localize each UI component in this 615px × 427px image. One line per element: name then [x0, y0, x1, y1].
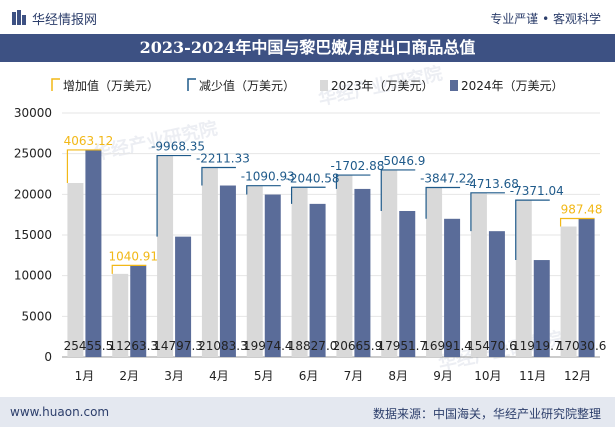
value-label-2024: 16991.4 — [422, 339, 472, 353]
decrease-value-label: -7371.04 — [510, 184, 564, 198]
x-tick-label: 2月 — [119, 369, 139, 383]
decrease-value-label: -2040.58 — [286, 171, 340, 185]
bar-2023 — [246, 185, 263, 357]
bar-2024 — [175, 236, 192, 357]
decrease-marker — [246, 185, 281, 195]
bar-2024 — [399, 210, 416, 357]
decrease-marker — [380, 169, 416, 211]
y-tick-label: 5000 — [21, 309, 52, 323]
decrease-marker — [201, 166, 236, 186]
x-tick-label: 5月 — [254, 369, 274, 383]
decrease-value-label: -1702.88 — [330, 159, 384, 173]
decrease-marker — [470, 192, 505, 232]
bar-2024 — [488, 231, 505, 357]
brand-logo-icon — [12, 10, 26, 25]
footer-source: 数据来源：中国海关，华经产业研究院整理 — [372, 407, 601, 421]
bar-2023 — [336, 175, 353, 357]
y-tick-label: 20000 — [14, 187, 52, 201]
chart-title: 2023-2024年中国与黎巴嫩月度出口商品总值 — [139, 38, 476, 57]
decrease-value-label: -2211.33 — [196, 152, 250, 166]
bar-2024 — [533, 260, 550, 357]
legend-label-4: 2024年（万美元） — [461, 79, 564, 93]
bar-2023 — [515, 200, 532, 357]
bar-2024 — [219, 185, 236, 357]
brand-name: 华经情报网 — [32, 13, 98, 28]
title-bar — [0, 34, 615, 62]
x-tick-label: 6月 — [299, 369, 319, 383]
y-tick-label: 10000 — [14, 269, 52, 283]
increase-marker — [66, 149, 102, 184]
x-tick-label: 10月 — [474, 369, 501, 383]
value-label-2024: 17030.6 — [557, 339, 607, 353]
footer-bar — [0, 397, 615, 427]
top-bar: 华经情报网 专业严谨 • 客观科学 — [0, 0, 615, 34]
legend-label-2: 减少值（万美元） — [199, 78, 295, 93]
value-label-2024: 11263.3 — [108, 339, 158, 353]
bar-2024 — [578, 218, 595, 357]
decrease-marker — [515, 199, 550, 261]
y-tick-label: 0 — [44, 350, 52, 364]
bar-2024 — [444, 218, 461, 357]
decrease-value-label: -9968.35 — [151, 140, 205, 154]
value-label-2024: 15470.6 — [467, 339, 517, 353]
bar-2023 — [381, 169, 398, 357]
decrease-value-label: -5046.9 — [379, 154, 425, 168]
x-tick-label: 3月 — [164, 369, 184, 383]
value-label-2024: 18827.0 — [288, 339, 338, 353]
increase-marker — [111, 264, 147, 274]
y-tick-label: 15000 — [14, 228, 52, 242]
x-tick-label: 4月 — [209, 369, 229, 383]
bar-2023 — [201, 167, 218, 357]
increase-value-label: 987.48 — [561, 202, 603, 216]
bar-2023 — [426, 187, 443, 357]
value-label-2024: 11919.7 — [512, 339, 562, 353]
value-label-2024: 20665.9 — [333, 339, 383, 353]
x-tick-label: 8月 — [388, 369, 408, 383]
bar-2024 — [130, 265, 147, 357]
decrease-marker — [156, 154, 192, 237]
y-tick-label: 30000 — [14, 106, 52, 120]
value-label-2024: 19974.4 — [243, 339, 293, 353]
decrease-value-label: -1090.93 — [241, 170, 295, 184]
value-label-2024: 14797.3 — [153, 339, 203, 353]
x-tick-label: 9月 — [433, 369, 453, 383]
bar-2023 — [560, 226, 577, 357]
chart: 华经产业研究院华经产业研究院华经产业研究院 增加值（万美元）减少值（万美元）20… — [14, 62, 607, 383]
increase-marker — [559, 217, 595, 227]
x-tick-label: 11月 — [519, 369, 546, 383]
x-tick-label: 12月 — [564, 369, 591, 383]
legend-decrease-icon — [187, 78, 196, 91]
increase-value-label: 1040.91 — [108, 249, 158, 263]
bar-2023 — [157, 155, 174, 357]
y-tick-label: 25000 — [14, 147, 52, 161]
value-label-2024: 17951.7 — [377, 339, 427, 353]
bar-2023 — [112, 273, 129, 357]
decrease-marker — [335, 174, 371, 189]
legend-swatch-1 — [320, 80, 328, 91]
decrease-value-label: -4713.68 — [465, 177, 519, 191]
bar-2024 — [85, 149, 102, 357]
increase-value-label: 4063.12 — [64, 134, 114, 148]
legend-label-1: 增加值（万美元） — [63, 78, 159, 93]
value-label-2024: 21083.3 — [198, 339, 248, 353]
decrease-value-label: -3847.22 — [420, 172, 474, 186]
bar-2024 — [309, 203, 326, 357]
legend-increase-icon — [51, 78, 60, 91]
bar-2024 — [264, 194, 281, 357]
x-tick-label: 1月 — [75, 369, 95, 383]
bar-2023 — [67, 183, 84, 357]
decrease-marker — [425, 186, 461, 219]
legend-swatch-2 — [450, 80, 458, 91]
x-tick-label: 7月 — [344, 369, 364, 383]
value-label-2024: 25455.5 — [64, 339, 114, 353]
bar-2023 — [291, 187, 308, 357]
header-slogan: 专业严谨 • 客观科学 — [490, 12, 601, 26]
decrease-marker — [290, 186, 326, 204]
bar-2023 — [470, 192, 487, 357]
footer-website[interactable]: www.huaon.com — [10, 405, 110, 419]
bar-2024 — [354, 188, 371, 357]
legend-label-3: 2023年（万美元） — [331, 79, 434, 93]
